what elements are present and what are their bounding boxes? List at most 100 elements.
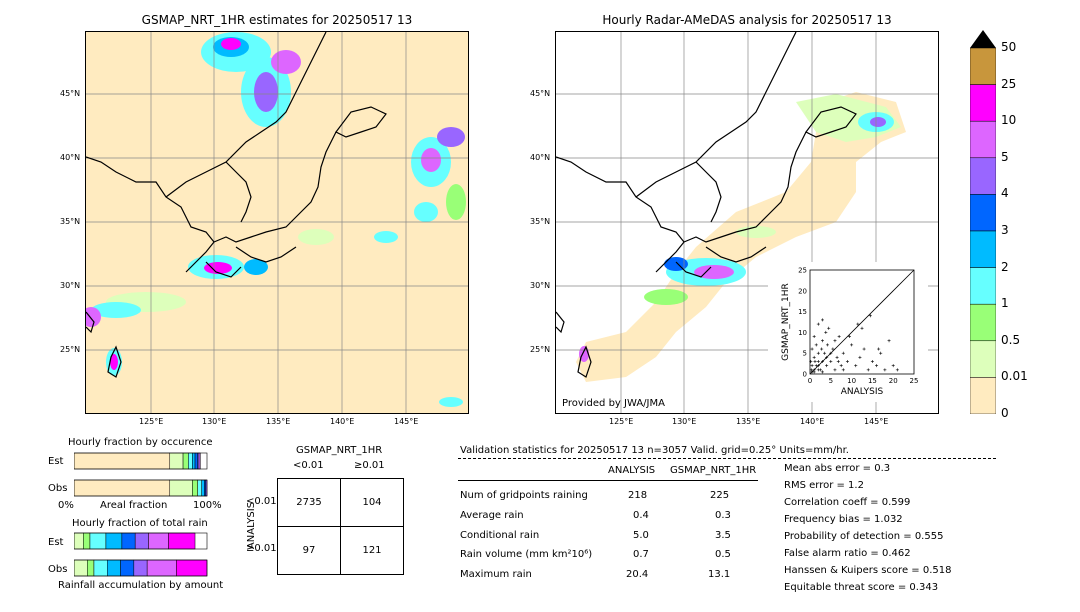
occ-x100: 100% — [193, 500, 222, 511]
scatter-point — [833, 339, 837, 343]
scatter-point — [877, 347, 881, 351]
colorbar-label: 2 — [1001, 259, 1009, 274]
val-row-label: Conditional rain — [460, 530, 540, 541]
score-line: Frequency bias = 1.032 — [784, 514, 903, 525]
scatter-point — [825, 343, 829, 347]
scatter-point — [875, 364, 879, 368]
left-lat-40: 40°N — [60, 153, 81, 162]
left-lat-45: 45°N — [60, 89, 81, 98]
fraction-bar-segment — [89, 532, 107, 550]
left-lon-145: 145°E — [394, 417, 419, 426]
val-row-label: Num of gridpoints raining — [460, 490, 588, 501]
left-lon-125: 125°E — [139, 417, 164, 426]
left-lon-135: 135°E — [266, 417, 291, 426]
colorbar-label: 4 — [1001, 186, 1009, 201]
fraction-bar-segment — [74, 532, 84, 550]
scatter-point — [848, 335, 852, 339]
scatter-xlabel: ANALYSIS — [841, 387, 884, 397]
score-line: RMS error = 1.2 — [784, 480, 864, 491]
scatter-point — [816, 351, 820, 355]
scatter-point — [823, 351, 827, 355]
scatter-ytick: 0 — [803, 371, 807, 379]
val-row-g: 13.1 — [708, 569, 731, 580]
ct-row1: ≥0.01 — [246, 543, 277, 554]
right-map-rain — [576, 92, 906, 382]
fraction-bar-segment — [83, 532, 91, 550]
colorbar-label: 0.5 — [1001, 332, 1021, 347]
scatter-xtick: 25 — [910, 377, 919, 385]
left-lat-25: 25°N — [60, 345, 81, 354]
fraction-bar-segment — [148, 532, 169, 550]
scatter-point — [887, 339, 891, 343]
contingency-table: 2735 104 97 121 — [277, 478, 404, 575]
right-lat-40: 40°N — [530, 153, 551, 162]
scatter-point — [854, 364, 858, 368]
occ-est-label: Est — [48, 456, 64, 467]
fraction-bar-frame — [74, 532, 208, 550]
fraction-bar-segment — [192, 452, 196, 470]
fraction-bar-segment — [168, 532, 196, 550]
val-col-analysis: ANALYSIS — [608, 465, 656, 476]
scatter-point — [827, 326, 831, 330]
val-row-label: Maximum rain — [460, 569, 532, 580]
fraction-bar-segment — [169, 452, 184, 470]
scatter-point — [858, 355, 862, 359]
scatter-point — [825, 355, 829, 359]
scatter-ytick: 20 — [798, 287, 807, 295]
scatter-xtick: 0 — [808, 377, 812, 385]
tr-xlabel: Rainfall accumulation by amount — [58, 580, 224, 591]
scatter-point — [820, 347, 824, 351]
colorbar-segment — [969, 377, 997, 415]
right-map-credit: Provided by JWA/JMA — [562, 398, 665, 409]
right-lat-25: 25°N — [530, 345, 551, 354]
ct-cell-10: 97 — [277, 526, 341, 575]
occ-x0: 0% — [58, 500, 74, 511]
ct-cell-01: 104 — [340, 478, 404, 527]
colorbar-segment — [969, 230, 997, 268]
colorbar-segment — [969, 194, 997, 232]
totalrain-title: Hourly fraction of total rain — [72, 518, 208, 529]
fraction-bar-segment — [74, 559, 88, 577]
score-line: Equitable threat score = 0.343 — [784, 582, 939, 593]
left-lat-35: 35°N — [60, 217, 81, 226]
val-row-g: 0.5 — [715, 549, 731, 560]
ct-cell-11: 121 — [340, 526, 404, 575]
scatter-xtick: 10 — [847, 377, 856, 385]
colorbar-label: 0 — [1001, 406, 1009, 420]
scatter-point — [866, 368, 870, 372]
colorbar-segment — [969, 303, 997, 342]
colorbar-extend-arrow — [970, 30, 996, 48]
scatter-point — [833, 368, 837, 372]
fraction-bar-segment — [87, 559, 95, 577]
fraction-bar-segment — [105, 532, 123, 550]
scatter-point — [814, 343, 818, 347]
fraction-bar-segment — [192, 479, 198, 497]
right-map-coastline — [556, 32, 857, 378]
ct-col0: <0.01 — [293, 460, 324, 471]
colorbar-segment — [969, 84, 997, 122]
scatter-ytick: 15 — [798, 308, 807, 316]
colorbar-label: 50 — [1001, 40, 1017, 54]
colorbar-segment — [969, 47, 997, 85]
right-lon-135: 135°E — [736, 417, 761, 426]
fraction-bar-segment — [176, 559, 208, 577]
scatter-point — [837, 335, 841, 339]
fraction-bar-segment — [188, 452, 193, 470]
scatter-point — [820, 360, 824, 364]
scatter-point — [810, 370, 814, 374]
scatter-xtick: 15 — [868, 377, 877, 385]
scatter-point — [825, 364, 829, 368]
scatter-point — [836, 360, 840, 364]
contingency-title: GSMAP_NRT_1HR — [296, 445, 383, 456]
scatter-point — [820, 318, 824, 322]
scatter-point — [816, 322, 820, 326]
scatter-ytick: 25 — [798, 267, 807, 275]
val-col-gsmap: GSMAP_NRT_1HR — [670, 465, 757, 476]
colorbar-segment — [969, 267, 997, 305]
fraction-bar-frame — [74, 452, 208, 470]
left-map-coastline — [86, 32, 387, 378]
scatter-point — [879, 351, 883, 355]
right-lat-35: 35°N — [530, 217, 551, 226]
scatter-point — [860, 326, 864, 330]
scatter-point — [812, 335, 816, 339]
